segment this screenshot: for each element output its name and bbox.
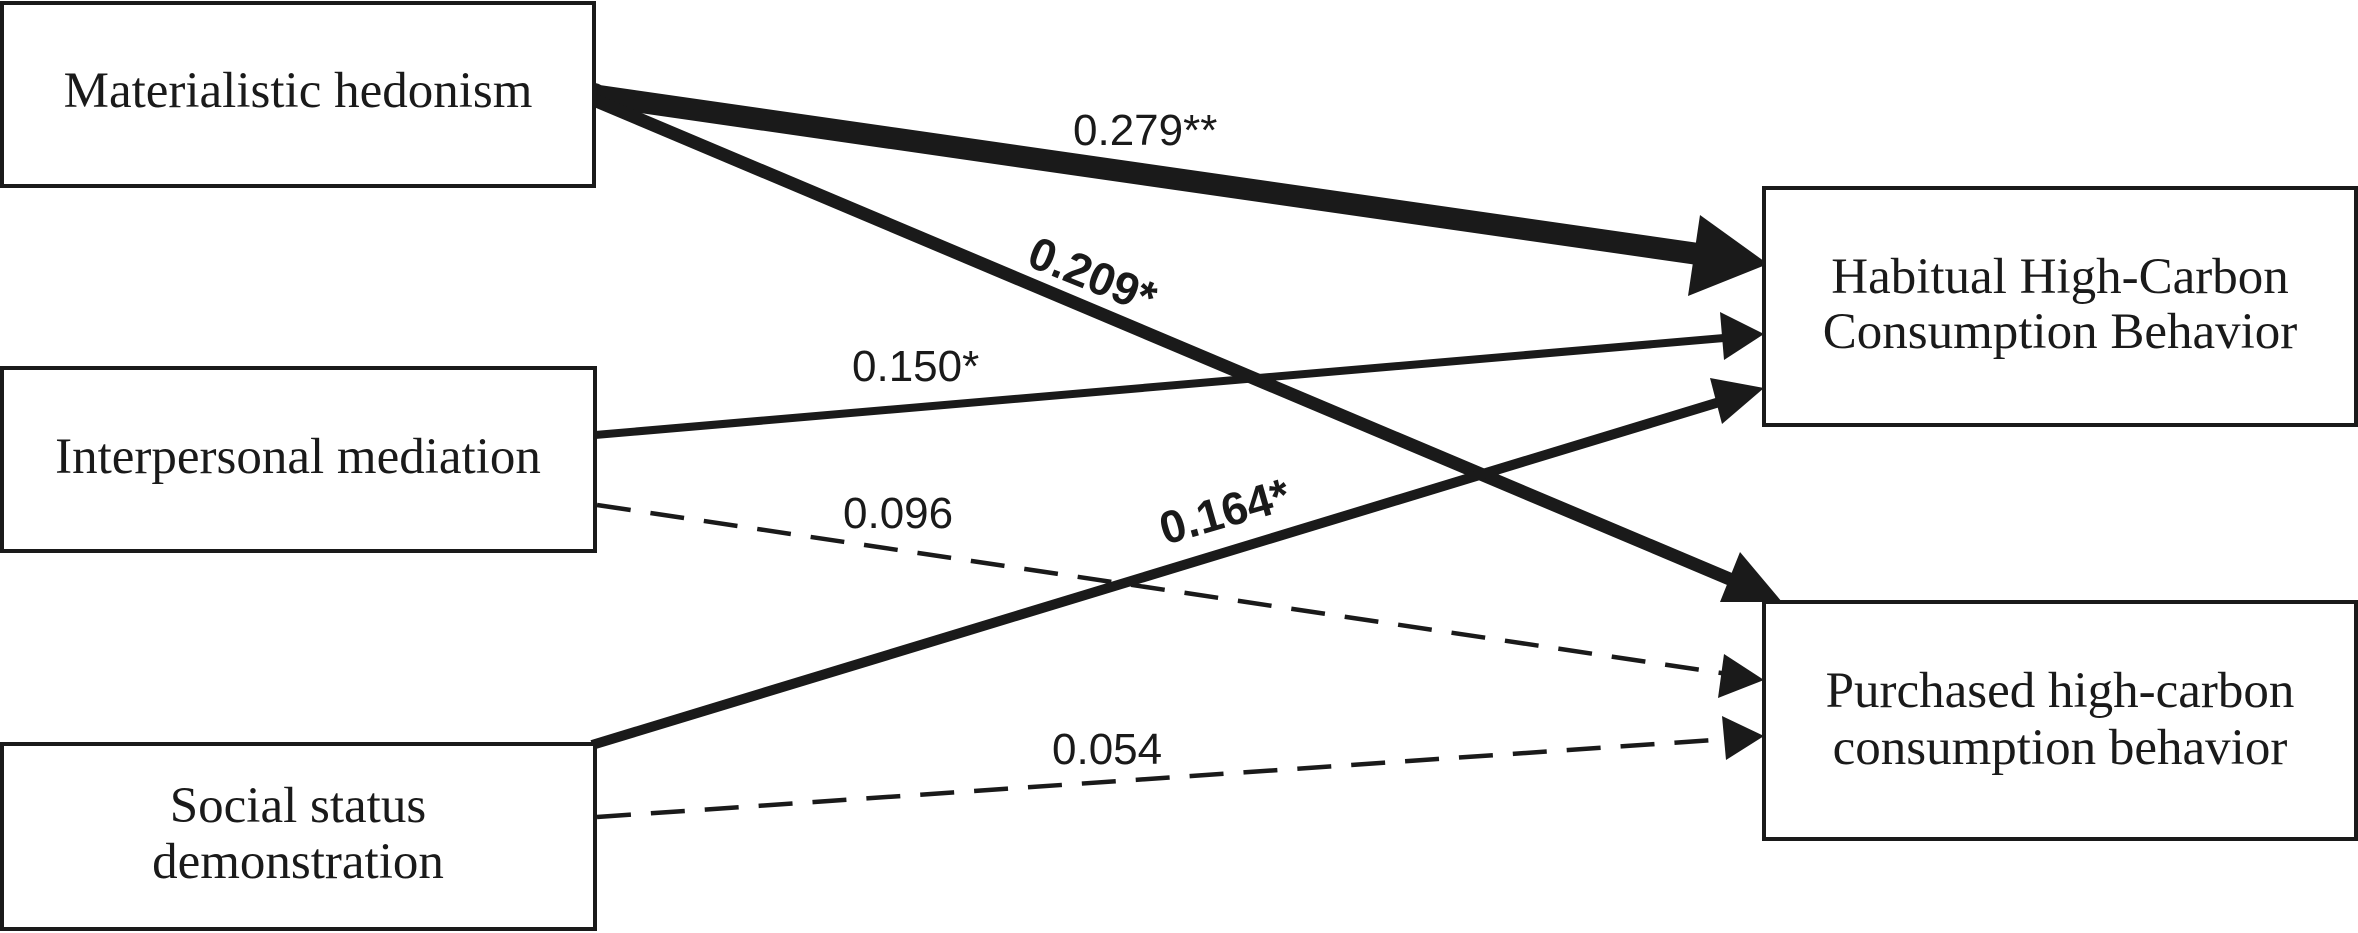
node-box	[1762, 186, 2358, 427]
node-box	[0, 742, 597, 931]
node-label-line-2: Consumption Behavior	[1823, 304, 2298, 360]
edge-line	[591, 94, 1735, 586]
edge-social-to-purchased	[596, 716, 1764, 820]
coefficient-label-materialistic-habitual: 0.279**	[1073, 106, 1217, 155]
arrow-head	[1718, 654, 1764, 698]
node-box	[1762, 600, 2358, 841]
edge-interpersonal-to-purchased	[596, 502, 1764, 698]
node-label: Materialistic hedonism	[64, 63, 533, 119]
node-habitual-high-carbon: Habitual High-Carbon Consumption Behavio…	[1762, 186, 2358, 427]
node-label-line-1: Purchased high-carbon	[1826, 663, 2295, 719]
edge-materialistic-to-purchased	[591, 94, 1782, 602]
node-purchased-high-carbon: Purchased high-carbon consumption behavi…	[1762, 600, 2358, 841]
edge-line	[596, 736, 1729, 820]
node-label: Interpersonal mediation	[55, 429, 541, 485]
edge-line	[590, 84, 1714, 267]
node-materialistic-hedonism: Materialistic hedonism	[0, 1, 596, 188]
arrow-head	[1688, 215, 1768, 296]
node-label-line-2: demonstration	[152, 834, 444, 890]
node-label-line-2: consumption behavior	[1833, 720, 2288, 776]
coefficient-label-interpersonal-habitual: 0.150*	[852, 342, 979, 391]
edge-line	[590, 395, 1728, 750]
edge-line	[594, 334, 1725, 439]
node-interpersonal-mediation: Interpersonal mediation	[0, 366, 597, 553]
edge-line	[596, 502, 1729, 677]
coefficient-label-interpersonal-purchased: 0.096	[843, 489, 953, 538]
arrow-head	[1720, 552, 1782, 602]
edge-interpersonal-to-habitual	[594, 312, 1764, 439]
node-social-status-demonstration: Social status demonstration	[0, 742, 597, 931]
edge-social-to-habitual	[590, 378, 1764, 750]
node-box	[0, 1, 596, 188]
arrow-head	[1720, 312, 1764, 360]
arrow-head	[1722, 716, 1764, 760]
node-box	[0, 366, 597, 553]
node-label-line-1: Social status	[170, 778, 426, 834]
arrow-head	[1710, 378, 1764, 424]
node-label-line-1: Habitual High-Carbon	[1831, 249, 2288, 305]
coefficient-label-social-purchased: 0.054	[1052, 725, 1162, 774]
